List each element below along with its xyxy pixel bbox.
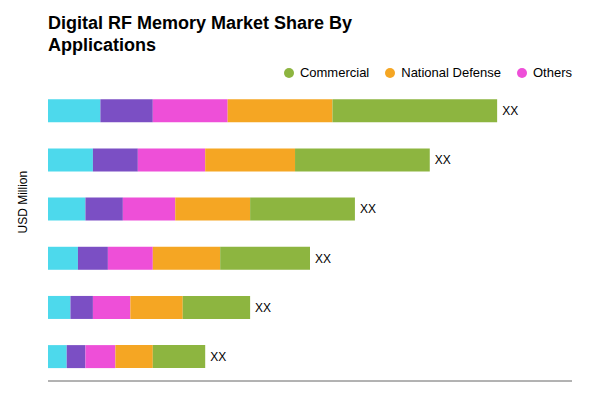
svg-text:XX: XX: [435, 153, 451, 167]
svg-text:XX: XX: [315, 252, 331, 266]
html-text:Digital RF Memory Market Share: Digital RF Memory Market Share By Applic…: [48, 13, 353, 55]
html-text:Others: Others: [533, 65, 572, 80]
html-text:Commercial: Commercial: [299, 65, 370, 80]
svg-text:XX: XX: [210, 350, 226, 364]
svg-text:USD Million: USD Million: [16, 171, 30, 234]
svg-text:XX: XX: [255, 301, 271, 315]
svg-text:XX: XX: [360, 202, 376, 216]
html-text:National Defense: National Defense: [401, 65, 501, 80]
svg-text:XX: XX: [502, 104, 518, 118]
